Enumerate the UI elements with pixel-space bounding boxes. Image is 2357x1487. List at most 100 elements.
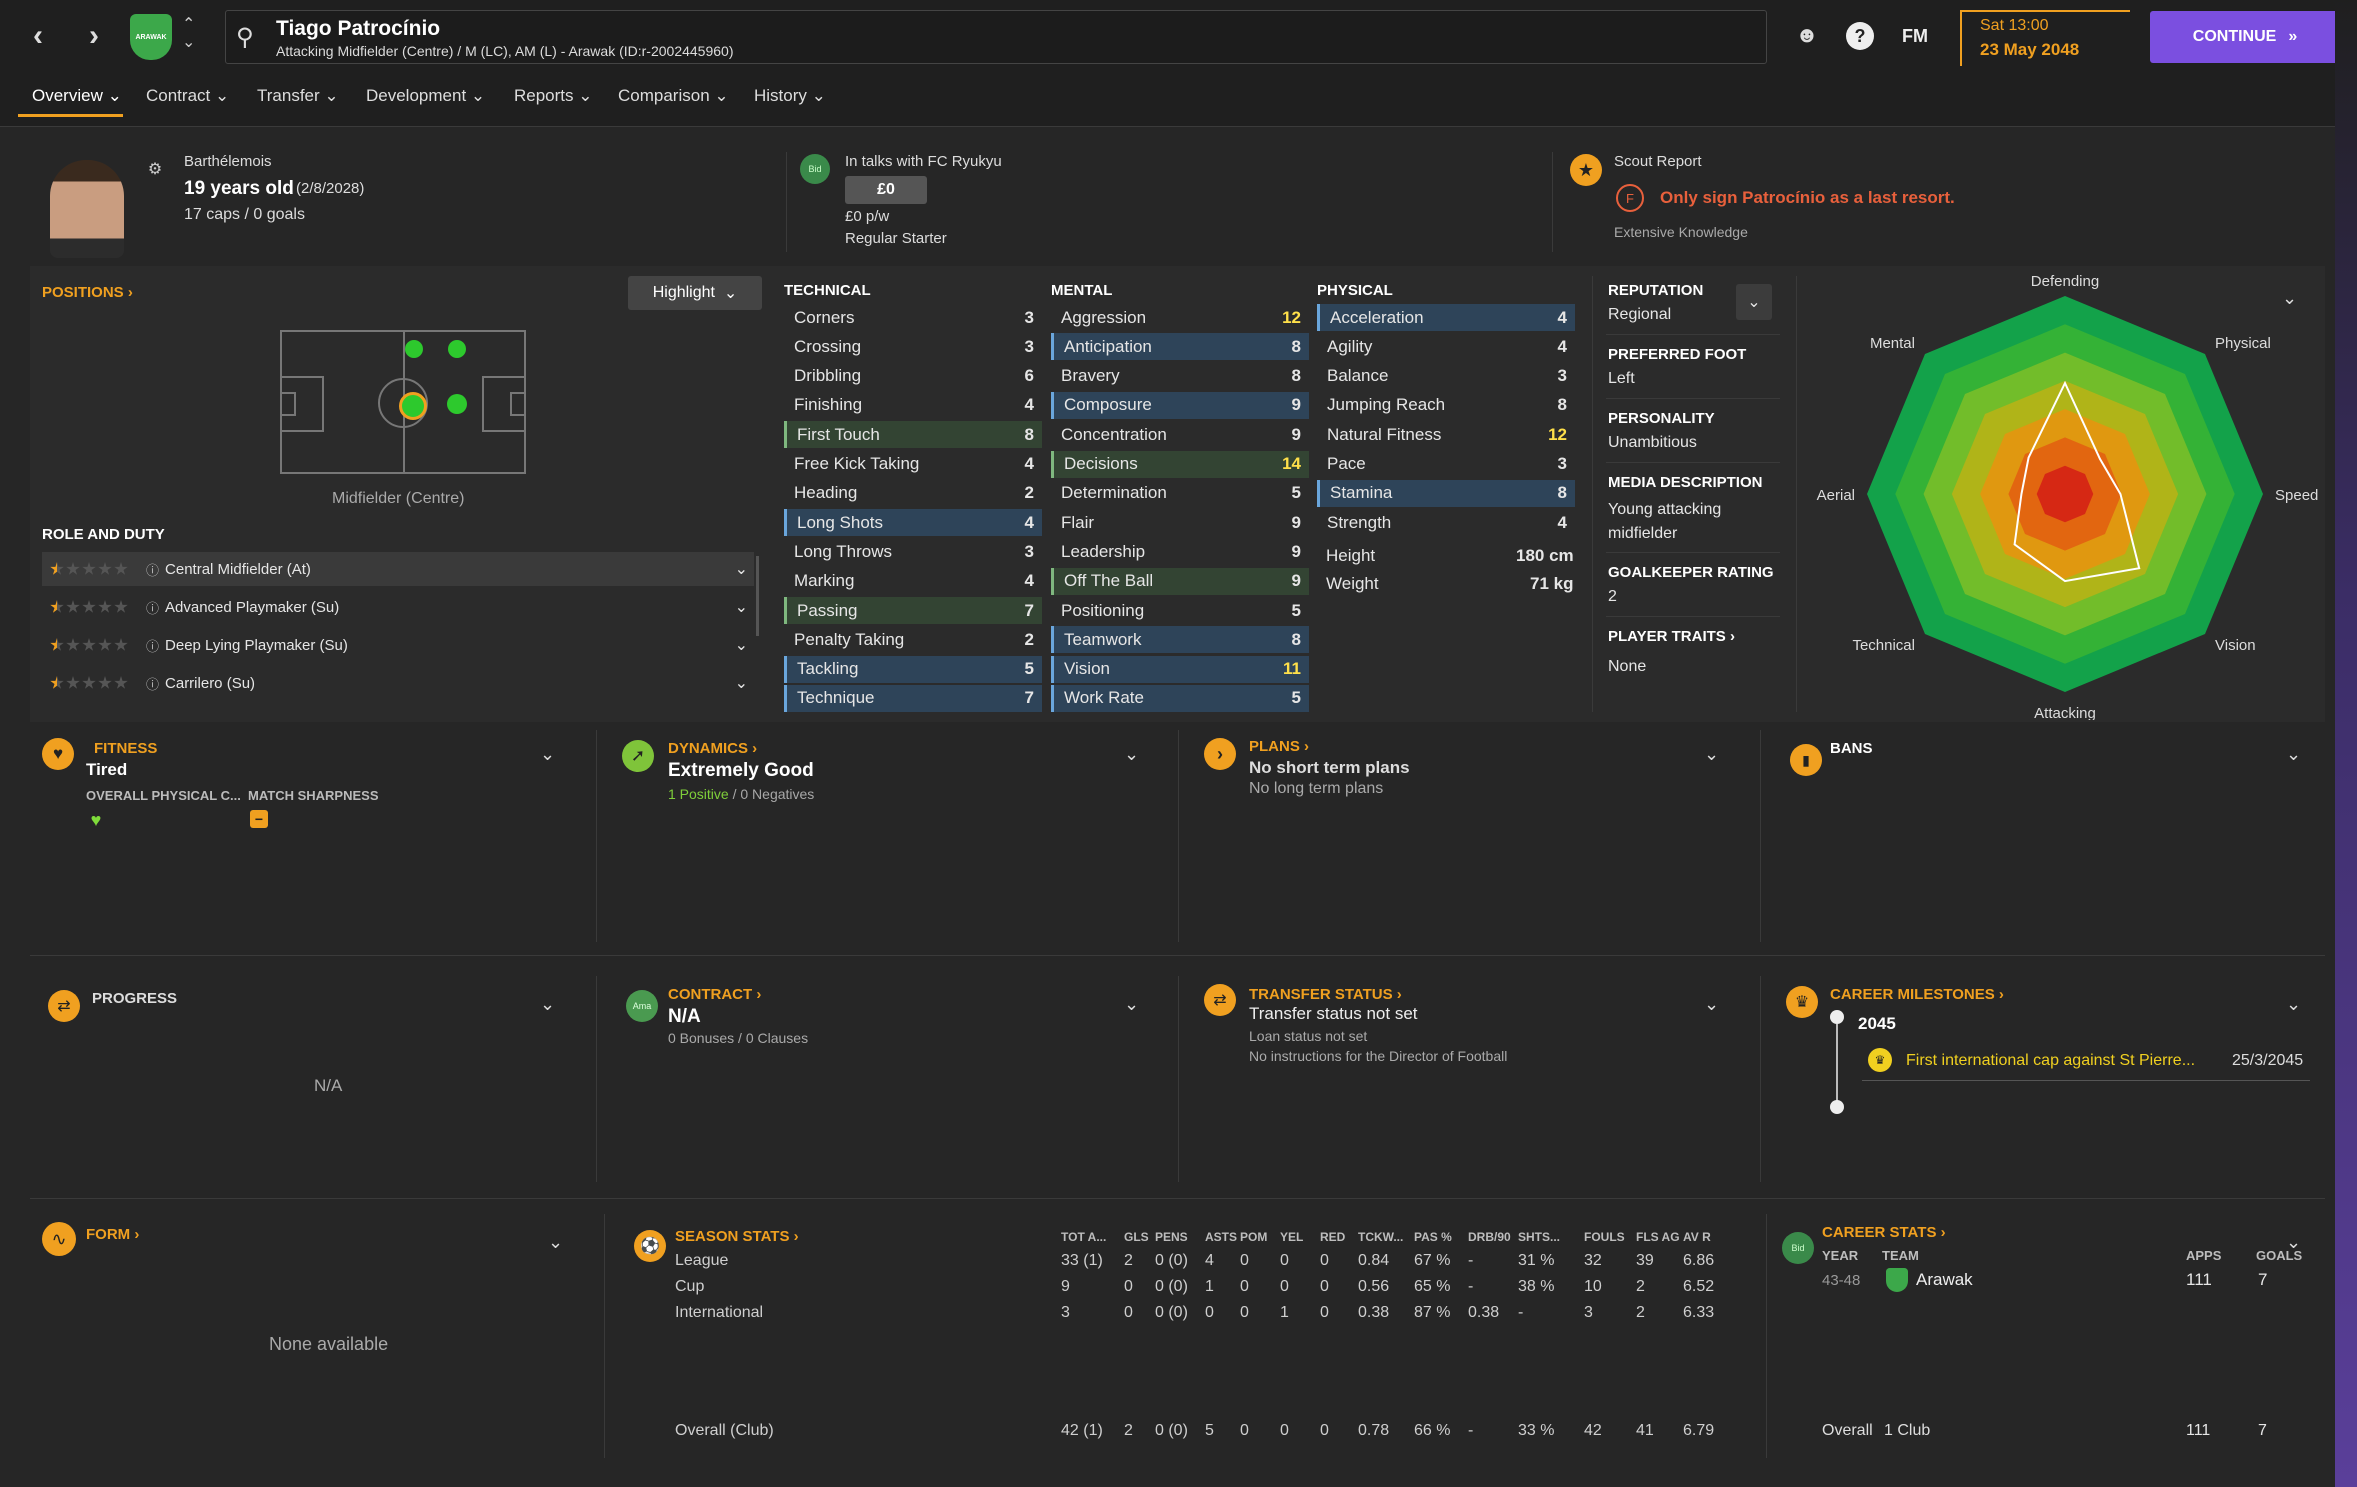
role-item[interactable]: ⓘ Advanced Playmaker (Su) ⌄ <box>42 590 754 624</box>
attribute-row-mental[interactable]: Determination 5 <box>1051 480 1309 507</box>
attribute-row-mental[interactable]: Bravery 8 <box>1051 363 1309 390</box>
attribute-row-mental[interactable]: Aggression 12 <box>1051 304 1309 331</box>
scout-report-title[interactable]: Scout Report <box>1614 153 1702 170</box>
attribute-row-technical[interactable]: Dribbling 6 <box>784 363 1042 390</box>
reputation-dropdown[interactable]: ⌄ <box>1736 284 1772 320</box>
fm-menu-button[interactable]: FM <box>1902 26 1928 46</box>
tab-comparison[interactable]: Comparison ⌄ <box>618 86 729 105</box>
chevron-down-icon[interactable]: ⌄ <box>734 599 748 616</box>
tab-development[interactable]: Development ⌄ <box>366 86 486 105</box>
positions-header[interactable]: POSITIONS › <box>42 284 133 301</box>
club-switch-icon[interactable]: ⌃ ⌄ <box>182 16 196 51</box>
contract-dropdown-icon[interactable]: ⌄ <box>1124 994 1140 1014</box>
milestones-dropdown-icon[interactable]: ⌄ <box>2286 994 2302 1014</box>
tab-transfer[interactable]: Transfer ⌄ <box>257 86 339 105</box>
highlight-dropdown[interactable]: Highlight ⌄ <box>628 276 762 310</box>
season-col-header[interactable]: TCKW... <box>1358 1230 1404 1244</box>
attribute-row-mental[interactable]: Decisions 14 <box>1051 450 1309 478</box>
attribute-row-technical[interactable]: Long Throws 3 <box>784 538 1042 565</box>
form-header[interactable]: FORM › <box>86 1226 140 1243</box>
fitness-dropdown-icon[interactable]: ⌄ <box>540 744 556 764</box>
continue-button[interactable]: CONTINUE » <box>2150 11 2340 63</box>
attribute-row-technical[interactable]: First Touch 8 <box>784 421 1042 449</box>
attribute-row-physical[interactable]: Jumping Reach 8 <box>1317 392 1575 419</box>
tab-reports[interactable]: Reports ⌄ <box>514 86 593 105</box>
attribute-row-physical[interactable]: Balance 3 <box>1317 363 1575 390</box>
player-traits-label[interactable]: PLAYER TRAITS › <box>1608 628 1735 645</box>
career-team[interactable]: Arawak <box>1916 1270 1973 1289</box>
attribute-row-mental[interactable]: Vision 11 <box>1051 655 1309 683</box>
attribute-row-technical[interactable]: Marking 4 <box>784 568 1042 595</box>
attribute-row-mental[interactable]: Off The Ball 9 <box>1051 567 1309 595</box>
chevron-down-icon[interactable]: ⌄ <box>734 675 748 692</box>
season-col-header[interactable]: FOULS <box>1584 1230 1625 1244</box>
transfer-status-header[interactable]: TRANSFER STATUS › <box>1249 986 1402 1003</box>
career-dropdown-icon[interactable]: ⌄ <box>2286 1232 2302 1252</box>
attribute-row-physical[interactable]: Natural Fitness 12 <box>1317 421 1575 448</box>
season-col-header[interactable]: TOT A... <box>1061 1230 1107 1244</box>
attribute-row-mental[interactable]: Teamwork 8 <box>1051 626 1309 654</box>
transfer-dropdown-icon[interactable]: ⌄ <box>1704 994 1720 1014</box>
season-col-header[interactable]: YEL <box>1280 1230 1304 1244</box>
role-item[interactable]: ⓘ Central Midfielder (At) ⌄ <box>42 552 754 586</box>
season-col-header[interactable]: POM <box>1240 1230 1268 1244</box>
info-icon[interactable]: ⓘ <box>146 600 160 616</box>
season-col-header[interactable]: PAS % <box>1414 1230 1452 1244</box>
attribute-row-mental[interactable]: Flair 9 <box>1051 509 1309 536</box>
attribute-row-physical[interactable]: Acceleration 4 <box>1317 304 1575 331</box>
plans-header[interactable]: PLANS › <box>1249 738 1310 755</box>
season-stats-header[interactable]: SEASON STATS › <box>675 1228 799 1245</box>
nationality[interactable]: Barthélemois <box>184 153 272 170</box>
attribute-row-technical[interactable]: Corners 3 <box>784 304 1042 331</box>
season-col-header[interactable]: DRB/90 <box>1468 1230 1511 1244</box>
contract-header[interactable]: CONTRACT › <box>668 986 762 1003</box>
attribute-row-technical[interactable]: Technique 7 <box>784 684 1042 712</box>
attribute-row-mental[interactable]: Work Rate 5 <box>1051 684 1309 712</box>
info-icon[interactable]: ⓘ <box>146 562 160 578</box>
attribute-row-mental[interactable]: Anticipation 8 <box>1051 333 1309 361</box>
attribute-row-physical[interactable]: Strength 4 <box>1317 509 1575 536</box>
form-dropdown-icon[interactable]: ⌄ <box>548 1232 564 1252</box>
attribute-row-technical[interactable]: Passing 7 <box>784 597 1042 624</box>
season-col-header[interactable]: ASTS <box>1205 1230 1238 1244</box>
dynamics-dropdown-icon[interactable]: ⌄ <box>1124 744 1140 764</box>
attribute-row-physical[interactable]: Agility 4 <box>1317 333 1575 360</box>
transfer-talks[interactable]: In talks with FC Ryukyu <box>845 153 1002 170</box>
dynamics-header[interactable]: DYNAMICS › <box>668 740 758 757</box>
forward-icon[interactable]: › <box>89 19 99 52</box>
roles-scrollbar[interactable] <box>756 556 759 636</box>
back-icon[interactable]: ‹ <box>33 19 43 52</box>
season-col-header[interactable]: RED <box>1320 1230 1346 1244</box>
attribute-row-technical[interactable]: Free Kick Taking 4 <box>784 451 1042 478</box>
tab-overview[interactable]: Overview ⌄ <box>32 86 122 105</box>
help-icon[interactable]: ? <box>1846 22 1874 50</box>
attribute-row-mental[interactable]: Leadership 9 <box>1051 538 1309 565</box>
info-icon[interactable]: ⓘ <box>146 676 160 692</box>
attribute-row-technical[interactable]: Finishing 4 <box>784 392 1042 419</box>
attribute-row-technical[interactable]: Heading 2 <box>784 480 1042 507</box>
tab-history[interactable]: History ⌄ <box>754 86 826 105</box>
tab-contract[interactable]: Contract ⌄ <box>146 86 230 105</box>
career-stats-header[interactable]: CAREER STATS › <box>1822 1224 1946 1241</box>
info-icon[interactable]: ⓘ <box>146 638 160 654</box>
attribute-row-mental[interactable]: Positioning 5 <box>1051 597 1309 624</box>
season-col-header[interactable]: AV R <box>1683 1230 1711 1244</box>
radar-dropdown-icon[interactable]: ⌄ <box>2282 288 2298 308</box>
attribute-row-physical[interactable]: Stamina 8 <box>1317 479 1575 507</box>
role-item[interactable]: ⓘ Carrilero (Su) ⌄ <box>42 666 754 700</box>
attribute-row-technical[interactable]: Tackling 5 <box>784 655 1042 683</box>
attribute-row-physical[interactable]: Pace 3 <box>1317 451 1575 478</box>
chevron-down-icon[interactable]: ⌄ <box>734 637 748 654</box>
attribute-row-mental[interactable]: Composure 9 <box>1051 391 1309 419</box>
milestone-text[interactable]: First international cap against St Pierr… <box>1906 1052 2196 1069</box>
bans-dropdown-icon[interactable]: ⌄ <box>2286 744 2302 764</box>
career-milestones-header[interactable]: CAREER MILESTONES › <box>1830 986 2004 1003</box>
player-search-bar[interactable]: ⚲ Tiago Patrocínio Attacking Midfielder … <box>225 10 1767 64</box>
plans-dropdown-icon[interactable]: ⌄ <box>1704 744 1720 764</box>
role-item[interactable]: ⓘ Deep Lying Playmaker (Su) ⌄ <box>42 628 754 662</box>
progress-dropdown-icon[interactable]: ⌄ <box>540 994 556 1014</box>
season-col-header[interactable]: GLS <box>1124 1230 1149 1244</box>
season-col-header[interactable]: PENS <box>1155 1230 1188 1244</box>
attribute-row-mental[interactable]: Concentration 9 <box>1051 421 1309 448</box>
search-icon[interactable]: ⚲ <box>236 24 254 51</box>
